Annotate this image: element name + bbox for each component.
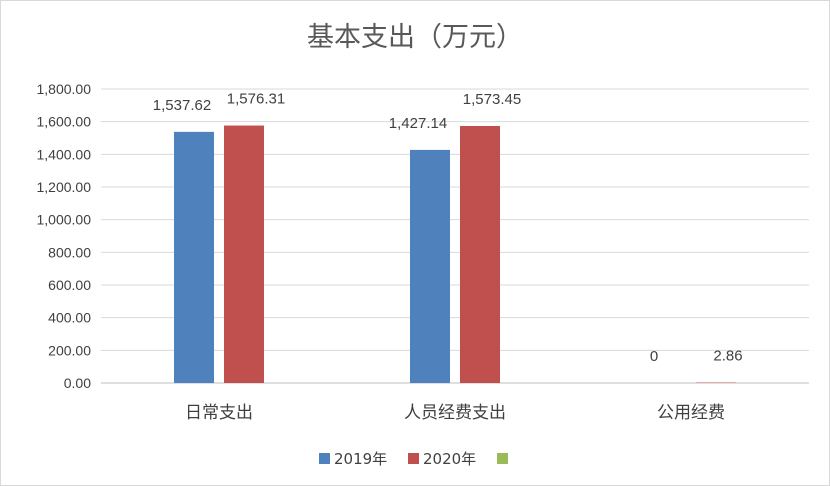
y-tick-label: 600.00 [48,277,91,293]
data-label: 1,537.62 [153,97,211,114]
data-label: 2.86 [713,348,742,365]
y-tick-label: 1,800.00 [37,81,92,97]
gridlines [101,88,809,384]
x-axis-ticks: 日常支出 人员经费支出 公用经费 [185,403,725,423]
bars [174,125,736,383]
legend-swatch [497,453,508,464]
y-tick-label: 1,400.00 [37,146,92,162]
data-labels: 1,537.62 1,576.31 1,427.14 1,573.45 0 2.86 [153,91,743,365]
y-tick-label: 1,200.00 [37,179,92,195]
legend-label: 2019年 [334,450,387,468]
y-tick-label: 0.00 [64,375,91,391]
data-label: 0 [650,348,658,365]
y-tick-label: 1,000.00 [37,212,92,228]
chart-title: 基本支出（万元） [307,22,523,53]
y-tick-label: 800.00 [48,244,91,260]
legend-label: 2020年 [423,450,476,468]
y-tick-label: 1,600.00 [37,114,92,130]
bar [460,126,500,383]
x-tick-label: 公用经费 [657,403,725,423]
x-tick-label: 人员经费支出 [404,403,506,423]
legend-swatch [408,453,419,464]
bar [410,149,450,383]
data-label: 1,427.14 [389,115,447,132]
bar [224,125,264,383]
x-tick-label: 日常支出 [185,403,253,423]
bar [174,131,214,383]
data-label: 1,576.31 [227,91,285,108]
data-label: 1,573.45 [463,91,521,108]
y-tick-label: 200.00 [48,342,91,358]
legend: 2019年 2020年 [319,450,508,468]
y-axis-ticks: 0.00 200.00 400.00 600.00 800.00 1,000.00 1,20… [37,81,92,391]
y-tick-label: 400.00 [48,310,91,326]
legend-swatch [319,453,330,464]
